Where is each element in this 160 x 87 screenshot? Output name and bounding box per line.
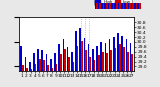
Legend: High, Low: High, Low	[94, 0, 132, 5]
Bar	[119, 44, 120, 71]
Bar	[37, 49, 39, 71]
Bar	[124, 3, 126, 9]
Bar	[47, 65, 49, 71]
Bar	[132, 3, 134, 9]
Bar	[131, 3, 132, 9]
Bar	[109, 39, 110, 71]
Bar	[50, 59, 52, 71]
Bar	[96, 46, 98, 71]
Bar	[52, 68, 53, 71]
Bar	[132, 54, 133, 71]
Bar	[123, 47, 125, 71]
Bar	[84, 38, 85, 71]
Bar	[126, 3, 128, 9]
Bar	[127, 52, 129, 71]
Bar	[99, 3, 101, 9]
Bar	[116, 3, 118, 9]
Bar	[20, 46, 22, 71]
Bar	[98, 3, 99, 9]
Bar	[119, 3, 121, 9]
Bar	[60, 54, 62, 71]
Bar	[94, 3, 96, 9]
Bar	[88, 44, 89, 71]
Bar	[68, 57, 70, 71]
Bar	[58, 44, 60, 71]
Bar	[121, 3, 123, 9]
Bar	[35, 64, 36, 71]
Bar	[89, 57, 91, 71]
Bar	[85, 50, 87, 71]
Bar	[26, 68, 28, 71]
Bar	[63, 39, 64, 71]
Bar	[121, 36, 123, 71]
Bar	[54, 53, 56, 71]
Bar	[98, 55, 100, 71]
Bar	[130, 43, 132, 71]
Bar	[128, 3, 129, 9]
Bar	[118, 3, 119, 9]
Bar	[129, 3, 131, 9]
Bar	[39, 59, 41, 71]
Bar	[126, 39, 127, 71]
Bar	[25, 57, 26, 71]
Bar	[111, 3, 113, 9]
Bar	[100, 42, 102, 71]
Bar	[77, 46, 79, 71]
Bar	[123, 3, 124, 9]
Bar	[92, 49, 94, 71]
Bar	[67, 47, 68, 71]
Bar	[75, 31, 77, 71]
Bar	[117, 33, 119, 71]
Bar	[46, 54, 47, 71]
Bar	[81, 41, 83, 71]
Bar	[106, 3, 108, 9]
Bar	[33, 53, 35, 71]
Bar	[102, 52, 104, 71]
Bar	[104, 43, 106, 71]
Bar	[64, 49, 66, 71]
Bar	[110, 50, 112, 71]
Bar	[137, 3, 139, 9]
Bar	[113, 37, 115, 71]
Bar	[139, 3, 141, 9]
Bar	[103, 3, 104, 9]
Bar	[73, 62, 74, 71]
Bar	[43, 60, 45, 71]
Bar	[113, 3, 114, 9]
Bar	[109, 3, 111, 9]
Bar	[115, 48, 116, 71]
Bar	[31, 69, 32, 71]
Bar	[94, 60, 95, 71]
Bar	[106, 53, 108, 71]
Bar	[56, 64, 57, 71]
Bar	[71, 52, 73, 71]
Bar	[114, 3, 116, 9]
Bar	[41, 50, 43, 71]
Bar	[108, 3, 109, 9]
Bar	[104, 3, 106, 9]
Bar	[136, 3, 137, 9]
Bar	[134, 3, 136, 9]
Bar	[22, 65, 24, 71]
Bar	[79, 28, 81, 71]
Bar	[101, 3, 103, 9]
Bar	[96, 3, 98, 9]
Bar	[29, 62, 31, 71]
